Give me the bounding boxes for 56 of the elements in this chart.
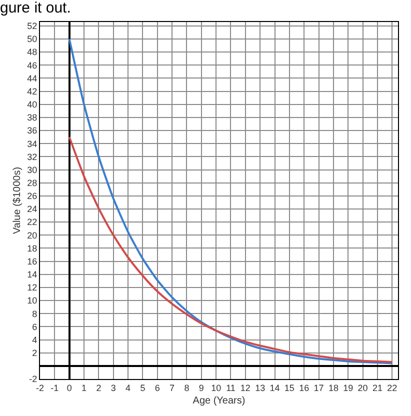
y-tick-label: 4 [32,334,38,345]
x-tick-label: 14 [270,382,280,393]
x-tick-label: 3 [110,382,116,393]
y-tick-label: 32 [27,152,38,162]
x-tick-label: 12 [240,382,250,393]
x-tick-label: 0 [66,382,72,393]
y-tick-label: 14 [27,270,38,280]
x-tick-label: 18 [328,382,338,393]
chart-title: gure it out. [0,0,71,17]
x-tick-label: 19 [343,382,354,393]
x-tick-label: 22 [387,382,398,393]
y-tick-label: 20 [27,230,38,240]
x-tick-label: 1 [82,382,87,393]
y-tick-label: -2 [29,374,38,384]
x-tick-label: 11 [226,382,236,393]
x-tick-label: 21 [372,382,382,393]
x-tick-label: 7 [170,382,175,393]
line-series [68,136,394,363]
y-tick-label: 26 [27,191,38,202]
x-tick-label: 20 [358,382,368,393]
line-series [68,38,394,364]
y-axis-title: Value ($1000s) [12,166,24,234]
x-tick-label: -1 [50,382,59,393]
y-tick-label: 52 [27,21,38,32]
y-tick-label: 50 [27,34,38,44]
y-tick-label: 28 [27,178,38,188]
y-tick-label: 30 [27,164,38,175]
y-tick-label: 16 [27,256,38,266]
y-tick-label: 12 [27,282,38,293]
x-tick-label: 10 [211,382,222,393]
y-tick-label: 24 [27,204,38,214]
y-tick-label: 40 [27,100,38,110]
y-tick-label: 36 [27,126,38,136]
y-tick-label: 34 [27,138,38,149]
x-tick-label: 16 [299,382,310,393]
y-tick-label: 6 [32,322,38,332]
y-tick-label: 44 [27,73,38,84]
y-tick-label: 22 [27,217,38,228]
y-tick-label: 38 [27,112,38,123]
y-tick-label: 42 [27,86,38,96]
y-tick-label: 48 [27,47,38,58]
y-tick-label: 10 [27,296,38,306]
x-tick-label: 15 [284,382,294,393]
x-tick-label: 13 [255,382,266,393]
y-tick-label: 8 [32,308,38,319]
x-tick-label: 9 [198,382,204,393]
y-tick-label: 18 [27,243,38,254]
x-axis-title: Age (Years) [192,395,246,406]
x-tick-label: 8 [184,382,190,393]
x-tick-label: 6 [154,382,160,393]
x-tick-label: 17 [314,382,324,393]
x-tick-label: 4 [126,382,131,393]
x-tick-label: 2 [96,382,102,393]
x-tick-label: 5 [140,382,146,393]
y-tick-label: 46 [27,60,38,70]
y-tick-label: 2 [32,348,38,358]
